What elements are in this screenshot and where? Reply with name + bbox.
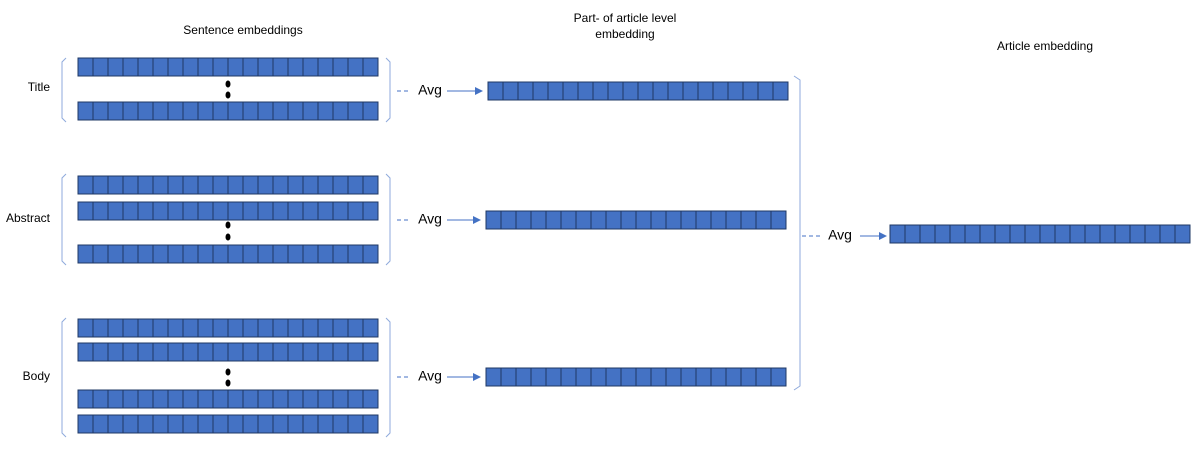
- header: Sentence embeddings: [183, 23, 302, 37]
- ellipsis-dot: [225, 368, 231, 376]
- bracket: [385, 173, 391, 266]
- bracket: [61, 57, 67, 123]
- row-label: Title: [28, 80, 51, 94]
- bracket: [61, 173, 67, 266]
- header: Part- of article level: [574, 11, 677, 25]
- ellipsis-dot: [225, 379, 231, 387]
- row-label: Abstract: [6, 211, 51, 225]
- row-label: Body: [23, 369, 50, 383]
- avg-label: Avg: [418, 211, 442, 227]
- avg-label: Avg: [418, 82, 442, 98]
- bracket: [385, 317, 391, 438]
- ellipsis-dot: [225, 80, 231, 88]
- header: Article embedding: [997, 39, 1093, 53]
- bracket: [793, 75, 801, 391]
- ellipsis-dot: [225, 233, 231, 241]
- header: embedding: [595, 27, 654, 41]
- avg-label: Avg: [828, 227, 852, 243]
- ellipsis-dot: [225, 221, 231, 229]
- bracket: [61, 317, 67, 438]
- bracket: [385, 57, 391, 123]
- ellipsis-dot: [225, 91, 231, 99]
- avg-label: Avg: [418, 368, 442, 384]
